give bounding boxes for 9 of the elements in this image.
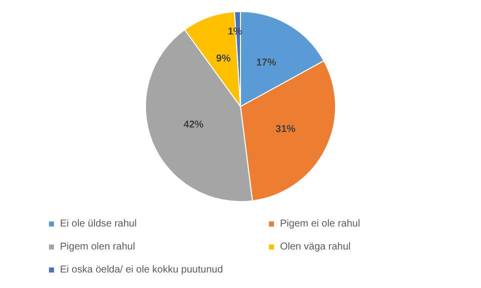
legend-label: Pigem ei ole rahul [280,218,360,230]
data-label: 42% [184,120,204,131]
legend-label: Olen väga rahul [280,242,351,252]
legend-label: Ei ole üldse rahul [60,218,137,230]
legend-label: Pigem olen rahul [60,242,136,252]
data-label: 9% [216,54,231,65]
data-label: 31% [276,124,296,135]
legend-label: Ei oska öelda/ ei ole kokku puutunud [60,264,223,276]
data-label: 17% [256,58,276,69]
